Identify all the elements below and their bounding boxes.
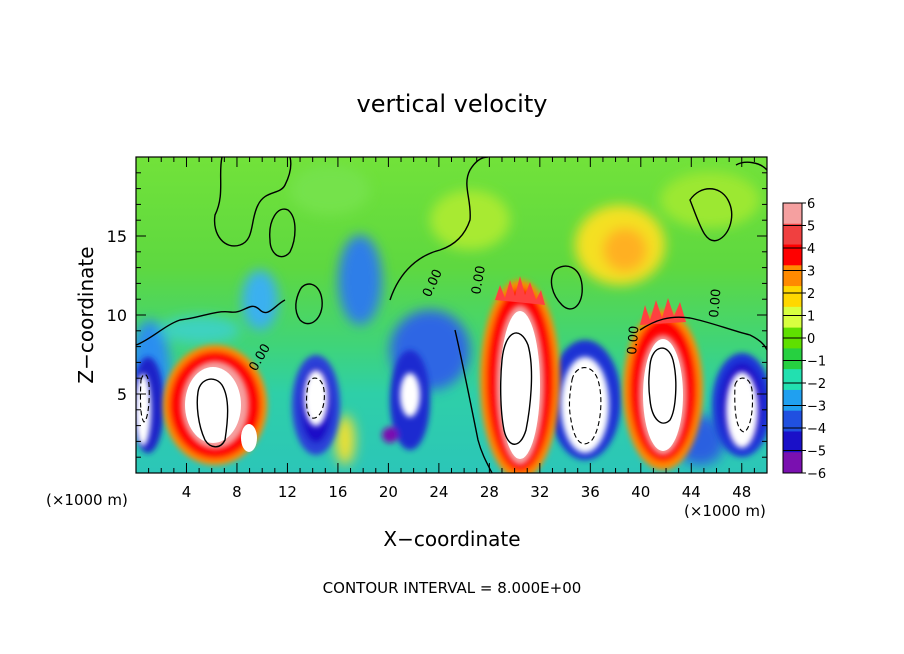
x-unit-left: (×1000 m): [46, 491, 128, 509]
colorbar-swatch: [783, 369, 802, 391]
x-tick-label: 24: [429, 483, 448, 501]
contour-label-group: 0.00 0.00 0.00 0.00 0.00: [246, 265, 724, 374]
colorbar-swatch: [783, 265, 802, 287]
colorbar-tick-label: −2: [807, 377, 826, 392]
contour-lines: [136, 157, 767, 473]
colorbar-tick-label: 1: [807, 310, 815, 325]
negative-contours: [139, 367, 754, 445]
colorbar-swatch: [783, 244, 802, 266]
contour-label: 0.00: [625, 325, 642, 355]
heatmap-field: 0.00 0.00 0.00 0.00 0.00: [136, 157, 767, 473]
x-tick-label: 12: [278, 483, 297, 501]
x-tick-label: 28: [480, 483, 499, 501]
colorbar-swatch: [783, 431, 802, 453]
y-axis-ticks: 5 10 15: [107, 172, 767, 458]
x-axis-ticks: 4 8 12 16 20 24 28 32 36 40 44 48: [148, 157, 755, 501]
colorbar-tick-label: −5: [807, 445, 826, 460]
x-tick-label: 8: [232, 483, 242, 501]
y-tick-label: 5: [117, 385, 127, 404]
colorbar-swatch: [783, 410, 802, 432]
y-axis-title: Z−coordinate: [74, 246, 98, 383]
chart-title: vertical velocity: [357, 90, 548, 118]
y-tick-label: 15: [107, 227, 127, 246]
x-tick-label: 20: [379, 483, 398, 501]
x-tick-label: 16: [328, 483, 347, 501]
colorbar-tick-label: −6: [807, 467, 826, 482]
x-tick-label: 48: [732, 483, 751, 501]
x-tick-label: 32: [530, 483, 549, 501]
contour-label: 0.00: [469, 265, 489, 296]
colorbar-swatch: [783, 389, 802, 412]
x-axis-title: X−coordinate: [383, 527, 520, 551]
colorbar-swatch: [783, 223, 802, 246]
colorbar-tick-label: −1: [807, 355, 826, 370]
x-unit-right: (×1000 m): [684, 502, 766, 520]
colorbar-tick-label: 6: [807, 197, 815, 212]
contour-interval-note: CONTOUR INTERVAL = 8.000E+00: [323, 579, 582, 597]
colorbar-tick-label: 2: [807, 287, 815, 302]
x-tick-label: 40: [631, 483, 650, 501]
y-tick-label: 10: [107, 306, 127, 325]
colorbar-tick-label: 4: [807, 242, 815, 257]
x-tick-label: 4: [182, 483, 192, 501]
colorbar-swatch: [783, 452, 802, 474]
colorbar: 6 5 4 3 2 1 0 −1 −2 −3 −4 −5 −6: [782, 197, 826, 482]
contour-label: 0.00: [707, 288, 724, 318]
colorbar-swatch: [783, 286, 802, 308]
colorbar-swatch: [783, 348, 802, 370]
colorbar-tick-label: 0: [807, 332, 815, 347]
colorbar-tick-label: −4: [807, 422, 826, 437]
x-tick-label: 36: [581, 483, 600, 501]
colorbar-tick-label: −3: [807, 400, 826, 415]
colorbar-tick-label: 3: [807, 265, 815, 280]
colorbar-tick-label: 5: [807, 220, 815, 235]
colorbar-swatch: [783, 306, 802, 329]
x-tick-label: 44: [682, 483, 701, 501]
colorbar-swatch: [783, 203, 802, 225]
